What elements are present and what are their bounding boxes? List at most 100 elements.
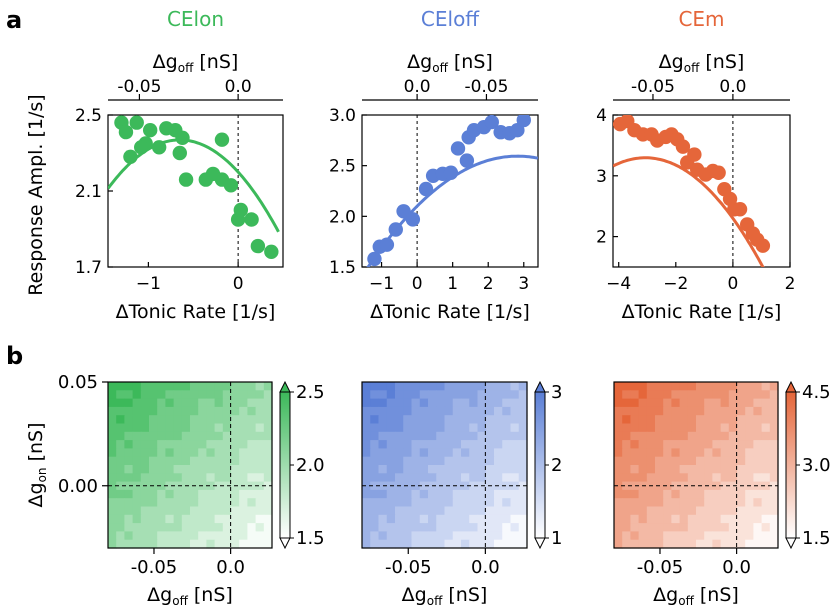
heatmap-cell — [108, 415, 117, 425]
heatmap-cell — [502, 514, 512, 524]
heatmap-cell — [614, 539, 623, 549]
heatmap-cell — [444, 539, 454, 549]
heatmap-cell — [720, 448, 730, 458]
heatmap-cell — [720, 465, 730, 474]
heatmap-cell — [428, 498, 437, 508]
heatmap-cell — [704, 431, 713, 441]
heatmap-cell — [157, 465, 166, 474]
heatmap-cell — [485, 382, 495, 391]
x-tick-label: −2 — [663, 274, 688, 294]
heatmap-cell — [638, 539, 648, 549]
heatmap-cell — [737, 498, 746, 508]
heatmap-cell — [753, 382, 763, 391]
heatmap-cell — [646, 539, 656, 549]
heatmap-cell — [687, 415, 697, 425]
data-point — [516, 115, 531, 128]
colorbar — [279, 391, 291, 539]
heatmap-cell — [239, 440, 248, 449]
heatmap-cell — [436, 514, 446, 524]
heatmap-cell — [214, 481, 224, 491]
heatmap-cell — [502, 423, 512, 433]
heatmap-cell — [239, 390, 248, 400]
heatmap-cell — [190, 498, 199, 508]
heatmap-cell — [737, 539, 746, 549]
heatmap-cell — [436, 498, 446, 508]
heatmap-cell — [403, 489, 413, 499]
heatmap-cell — [671, 406, 681, 416]
heatmap-cell — [149, 431, 158, 441]
heatmap-cell — [630, 398, 640, 408]
heatmap-cell — [386, 456, 396, 466]
heatmap-cell — [452, 465, 462, 474]
heatmap-cell — [712, 473, 722, 483]
heatmap-cell — [704, 514, 713, 524]
heatmap-cell — [108, 398, 117, 408]
heatmap-cell — [173, 406, 183, 416]
heatmap-cell — [638, 514, 648, 524]
heatmap-cell — [769, 423, 779, 433]
heatmap-cell — [263, 415, 273, 425]
heatmap-cell — [614, 473, 623, 483]
heatmap-cell — [411, 481, 421, 491]
heatmap-cell — [671, 415, 681, 425]
heatmap-cell — [477, 415, 487, 425]
heatmap-cell — [370, 465, 380, 474]
heatmap-cell — [655, 498, 664, 508]
heatmap-cell — [679, 423, 689, 433]
heatmap-cell — [671, 531, 681, 541]
heatmap-cell — [239, 456, 248, 466]
heatmap-cell — [485, 440, 495, 449]
heatmap-cell — [395, 498, 404, 508]
heatmap-cell — [140, 465, 150, 474]
heatmap-cell — [761, 415, 771, 425]
heatmap-cell — [190, 506, 199, 516]
heatmap-cell — [671, 514, 681, 524]
heatmap-cell — [173, 514, 183, 524]
heatmap-cell — [753, 523, 763, 532]
heatmap-cell — [753, 506, 763, 516]
heatmap-cell — [140, 539, 150, 549]
heatmap-cell — [737, 456, 746, 466]
heatmap-cell — [502, 473, 512, 483]
heatmap-cell — [149, 465, 158, 474]
heatmap-cell — [436, 406, 446, 416]
heatmap-cell — [132, 390, 142, 400]
heatmap-cell — [469, 489, 479, 499]
colorbar-extend-bottom — [279, 537, 291, 550]
heatmap-cell — [679, 398, 689, 408]
heatmap-cell — [704, 423, 713, 433]
heatmap-cell — [663, 523, 672, 532]
heatmap-cell — [247, 382, 257, 391]
x-axis-label: Δgoff [nS] — [147, 584, 233, 608]
heatmap-cell — [411, 406, 421, 416]
heatmap-cell — [510, 473, 520, 483]
heatmap-cell — [663, 390, 672, 400]
heatmap-cell — [255, 448, 265, 458]
heatmap-cell — [477, 539, 487, 549]
heatmap-cell — [687, 514, 697, 524]
heatmap-cell — [477, 390, 487, 400]
heatmap-cell — [461, 506, 470, 516]
heatmap-cell — [124, 456, 134, 466]
heatmap-cell — [630, 456, 640, 466]
heatmap-cell — [671, 382, 681, 391]
heatmap-cell — [436, 489, 446, 499]
heatmap-cell — [687, 440, 697, 449]
heatmap-cell — [132, 406, 142, 416]
heatmap-cell — [737, 473, 746, 483]
heatmap-cell — [222, 423, 232, 433]
heatmap-cell — [502, 415, 512, 425]
heatmap-cell — [378, 448, 388, 458]
heatmap-cell — [753, 539, 763, 549]
heatmap-cell — [469, 523, 479, 532]
heatmap-cell — [247, 498, 257, 508]
data-point — [134, 140, 149, 155]
y-tick-label: 3 — [596, 167, 607, 187]
heatmap-cell — [436, 523, 446, 532]
heatmap-cell — [165, 498, 175, 508]
heatmap-cell — [469, 440, 479, 449]
heatmap-cell — [510, 506, 520, 516]
heatmap-cell — [132, 456, 142, 466]
heatmap-cell — [655, 390, 664, 400]
heatmap-cell — [190, 382, 199, 391]
